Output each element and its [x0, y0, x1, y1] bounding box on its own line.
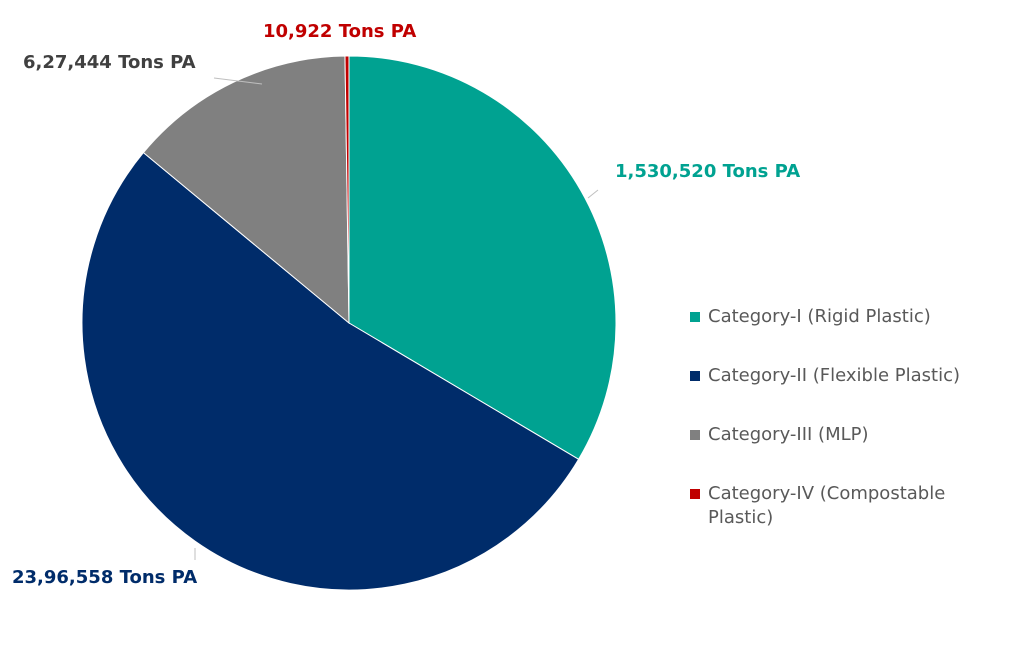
pie-slice — [344, 55, 350, 324]
legend-entry: Category-II (Flexible Plastic) — [690, 364, 1010, 388]
legend-swatch — [690, 430, 700, 440]
data-label: 1,530,520 Tons PA — [615, 161, 800, 182]
data-label: 6,27,444 Tons PA — [23, 52, 196, 73]
data-label: 10,922 Tons PA — [263, 21, 416, 42]
legend-label: Category-IV (Compostable Plastic) — [708, 483, 946, 528]
pie-slice — [142, 55, 350, 325]
legend-label: Category-II (Flexible Plastic) — [708, 365, 960, 386]
data-label: 23,96,558 Tons PA — [12, 567, 197, 588]
leader-line — [587, 189, 599, 199]
legend-swatch — [690, 489, 700, 499]
legend-entry: Category-I (Rigid Plastic) — [690, 305, 1010, 329]
legend-label: Category-III (MLP) — [708, 424, 869, 445]
leader-line — [213, 77, 263, 85]
legend-entry: Category-IV (Compostable Plastic) — [690, 482, 1010, 530]
legend-swatch — [690, 312, 700, 322]
pie-slice — [81, 151, 580, 591]
legend-entry: Category-III (MLP) — [690, 423, 1010, 447]
pie-slice — [348, 55, 617, 460]
legend-label: Category-I (Rigid Plastic) — [708, 306, 931, 327]
legend-swatch — [690, 371, 700, 381]
legend: Category-I (Rigid Plastic) Category-II (F… — [690, 305, 1010, 565]
